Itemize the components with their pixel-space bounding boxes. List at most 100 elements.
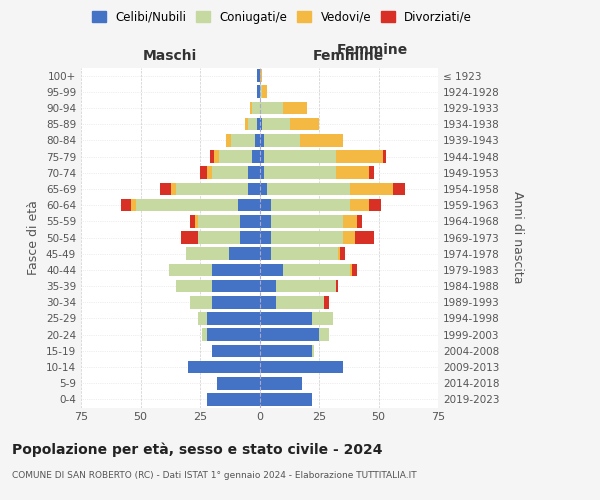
Bar: [335, 166, 369, 179]
Bar: [340, 248, 345, 260]
Bar: [197, 231, 241, 244]
Bar: [190, 296, 212, 308]
Bar: [383, 150, 386, 163]
Bar: [260, 312, 312, 325]
Bar: [260, 134, 264, 146]
Bar: [121, 199, 131, 211]
Bar: [357, 215, 362, 228]
Bar: [219, 150, 253, 163]
Bar: [343, 215, 357, 228]
Bar: [260, 248, 271, 260]
Bar: [312, 344, 314, 357]
Bar: [260, 86, 262, 98]
Bar: [369, 166, 374, 179]
Text: Femmine: Femmine: [313, 48, 385, 62]
Bar: [283, 264, 350, 276]
Bar: [260, 150, 264, 163]
Bar: [276, 280, 335, 292]
Bar: [214, 150, 219, 163]
Bar: [352, 264, 357, 276]
Y-axis label: Fasce di età: Fasce di età: [28, 200, 40, 275]
Bar: [260, 231, 271, 244]
Bar: [169, 264, 212, 276]
Bar: [212, 296, 260, 308]
Bar: [209, 150, 214, 163]
Text: Popolazione per età, sesso e stato civile - 2024: Popolazione per età, sesso e stato civil…: [12, 442, 383, 457]
Bar: [290, 118, 319, 130]
Bar: [238, 199, 260, 211]
Bar: [160, 182, 172, 195]
Bar: [217, 377, 260, 390]
Bar: [260, 264, 283, 276]
Bar: [212, 280, 260, 292]
Bar: [226, 134, 231, 146]
Bar: [250, 102, 253, 114]
Bar: [172, 182, 176, 195]
Bar: [207, 328, 260, 341]
Bar: [271, 199, 350, 211]
Bar: [264, 134, 300, 146]
Bar: [176, 182, 248, 195]
Bar: [207, 166, 212, 179]
Bar: [253, 150, 260, 163]
Bar: [262, 118, 290, 130]
Bar: [319, 328, 329, 341]
Bar: [260, 102, 283, 114]
Bar: [176, 280, 212, 292]
Legend: Celibi/Nubili, Coniugati/e, Vedovi/e, Divorziati/e: Celibi/Nubili, Coniugati/e, Vedovi/e, Di…: [87, 6, 477, 28]
Bar: [200, 166, 207, 179]
Bar: [260, 280, 276, 292]
Bar: [260, 182, 266, 195]
Bar: [271, 215, 343, 228]
Bar: [212, 264, 260, 276]
Bar: [271, 248, 338, 260]
Bar: [335, 280, 338, 292]
Bar: [136, 199, 238, 211]
Y-axis label: Anni di nascita: Anni di nascita: [511, 191, 524, 284]
Bar: [260, 215, 271, 228]
Bar: [188, 360, 260, 374]
Bar: [260, 199, 271, 211]
Bar: [338, 248, 340, 260]
Bar: [324, 296, 329, 308]
Bar: [253, 102, 260, 114]
Bar: [260, 166, 264, 179]
Bar: [212, 166, 248, 179]
Bar: [393, 182, 404, 195]
Bar: [186, 248, 229, 260]
Bar: [257, 118, 260, 130]
Text: Maschi: Maschi: [143, 48, 197, 62]
Bar: [248, 166, 260, 179]
Bar: [202, 328, 207, 341]
Bar: [207, 393, 260, 406]
Bar: [335, 150, 383, 163]
Bar: [231, 134, 255, 146]
Bar: [257, 86, 260, 98]
Bar: [181, 231, 197, 244]
Bar: [343, 231, 355, 244]
Bar: [255, 134, 260, 146]
Bar: [260, 296, 276, 308]
Bar: [190, 215, 195, 228]
Bar: [257, 70, 260, 82]
Bar: [197, 215, 241, 228]
Text: Femmine: Femmine: [337, 44, 407, 58]
Bar: [355, 231, 374, 244]
Text: COMUNE DI SAN ROBERTO (RC) - Dati ISTAT 1° gennaio 2024 - Elaborazione TUTTITALI: COMUNE DI SAN ROBERTO (RC) - Dati ISTAT …: [12, 471, 416, 480]
Bar: [248, 182, 260, 195]
Bar: [262, 86, 266, 98]
Bar: [241, 231, 260, 244]
Bar: [207, 312, 260, 325]
Bar: [369, 199, 381, 211]
Bar: [197, 312, 207, 325]
Bar: [266, 182, 350, 195]
Bar: [312, 312, 333, 325]
Bar: [350, 182, 393, 195]
Bar: [212, 344, 260, 357]
Bar: [260, 393, 312, 406]
Bar: [271, 231, 343, 244]
Bar: [260, 377, 302, 390]
Bar: [276, 296, 324, 308]
Bar: [260, 328, 319, 341]
Bar: [350, 264, 352, 276]
